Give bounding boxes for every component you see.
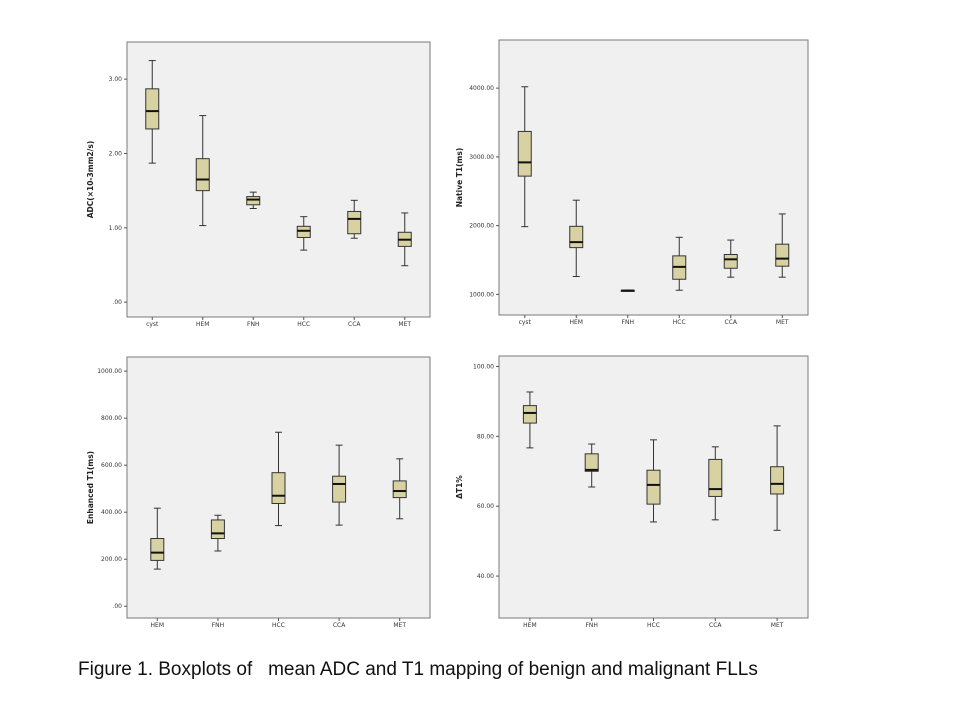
iqr-box [723, 254, 738, 269]
box-cca [708, 446, 723, 521]
iqr-box [708, 458, 723, 497]
x-category-label: CCA [333, 622, 346, 629]
y-tick-label: 60.00 [477, 503, 494, 510]
boxplot-panel-3: .00 200.00 400.00 600.00 800.00 1000.00 Enhanc… [86, 356, 431, 629]
y-tick-label: 400.00 [101, 509, 122, 516]
y-tick-label: 600.00 [101, 462, 122, 469]
box-fnh [620, 289, 635, 292]
y-tick-label: 40.00 [477, 573, 494, 580]
x-category-label: HCC [272, 622, 285, 629]
x-category-label: HCC [297, 321, 310, 328]
y-tick-label: 2000.00 [469, 223, 494, 230]
y-tick-label: .00 [112, 603, 122, 610]
box-hem [195, 115, 210, 227]
box-cyst [517, 86, 532, 228]
iqr-box [646, 469, 661, 505]
box-met [775, 213, 790, 278]
box-met [770, 425, 785, 531]
iqr-box [195, 158, 210, 192]
box-met [397, 212, 412, 267]
x-category-label: cyst [519, 319, 532, 326]
iqr-box [210, 519, 225, 540]
box-hcc [271, 431, 286, 527]
figure-caption: Figure 1. Boxplots of mean ADC and T1 ma… [78, 659, 758, 680]
box-hcc [296, 216, 311, 251]
x-category-label: HEM [523, 622, 536, 629]
x-category-label: CCA [348, 321, 361, 328]
iqr-box [569, 225, 584, 249]
iqr-box [517, 130, 532, 177]
iqr-box [246, 196, 261, 206]
box-hcc [672, 236, 687, 291]
x-category-label: FNH [212, 622, 224, 629]
x-category-label: HEM [196, 321, 209, 328]
x-category-label: HCC [673, 319, 686, 326]
y-tick-label: 3000.00 [469, 154, 494, 161]
y-tick-label: 2.00 [109, 150, 123, 157]
iqr-box [296, 225, 311, 238]
iqr-box [271, 472, 286, 504]
y-axis-title: Native T1(ms) [455, 148, 464, 208]
y-tick-label: 200.00 [101, 556, 122, 563]
iqr-box [392, 480, 407, 499]
y-tick-label: 80.00 [477, 433, 494, 440]
x-category-label: CCA [725, 319, 738, 326]
y-tick-label: .00 [112, 299, 122, 306]
y-axis-title: Enhanced T1(ms) [86, 451, 95, 524]
box-cyst [145, 60, 160, 164]
box-fnh [246, 191, 261, 209]
x-category-label: MET [776, 319, 789, 326]
box-cca [347, 199, 362, 239]
boxplot-panel-1: .00 1.00 2.00 3.00 ADC(×10-3mm2/s) cyst HEM FNH… [86, 41, 431, 328]
boxplot-panel-2: 1000.00 2000.00 3000.00 4000.00 Native T1(ms… [455, 39, 809, 326]
x-category-label: HEM [151, 622, 164, 629]
iqr-box [522, 405, 537, 424]
x-category-label: FNH [622, 319, 634, 326]
y-tick-label: 100.00 [473, 363, 494, 370]
box-cca [723, 239, 738, 278]
x-category-label: CCA [709, 622, 722, 629]
x-category-label: cyst [146, 321, 159, 328]
x-category-label: HCC [647, 622, 660, 629]
iqr-box [775, 243, 790, 267]
box-cca [332, 444, 347, 526]
box-hcc [646, 439, 661, 523]
x-category-label: FNH [585, 622, 597, 629]
y-tick-label: 1.00 [109, 225, 123, 232]
iqr-box [584, 453, 599, 472]
x-category-label: MET [393, 622, 406, 629]
x-category-label: MET [398, 321, 411, 328]
y-tick-label: 800.00 [101, 415, 122, 422]
y-axis-title: ΔT1% [455, 475, 464, 499]
plot-area [126, 41, 431, 318]
y-axis-title: ADC(×10-3mm2/s) [86, 141, 95, 219]
y-tick-label: 1000.00 [469, 291, 494, 298]
x-category-label: MET [771, 622, 784, 629]
box-hem [569, 199, 584, 277]
y-tick-label: 3.00 [109, 76, 123, 83]
box-fnh [584, 443, 599, 488]
x-category-label: HEM [570, 319, 583, 326]
iqr-box [145, 88, 160, 130]
boxplot-panel-4: 40.00 60.00 80.00 100.00 ΔT1% HEM FNH HCC CCA MET [455, 355, 809, 629]
box-hem [522, 391, 537, 449]
x-category-label: FNH [247, 321, 259, 328]
y-tick-label: 4000.00 [469, 85, 494, 92]
box-fnh [210, 514, 225, 552]
iqr-box [347, 210, 362, 235]
plot-area [498, 39, 809, 316]
y-tick-label: 1000.00 [97, 368, 122, 375]
iqr-box [150, 538, 165, 561]
iqr-box [770, 466, 785, 495]
box-met [392, 458, 407, 520]
box-hem [150, 507, 165, 570]
iqr-box [332, 475, 347, 503]
